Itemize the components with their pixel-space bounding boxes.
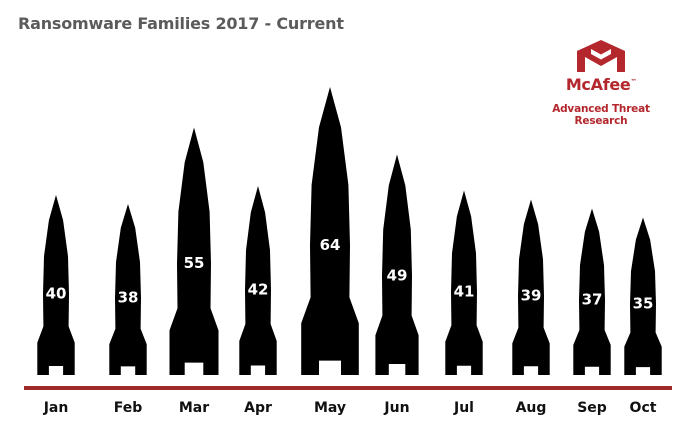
x-axis-labels: Jan Feb Mar Apr May Jun Jul Aug Sep Oct [43, 400, 657, 416]
rocket-bar-jan [37, 195, 75, 375]
x-label-may: May [314, 400, 346, 416]
value-label-feb: 38 [118, 289, 139, 307]
x-label-jun: Jun [383, 400, 409, 416]
rocket-bar-aug [512, 199, 550, 375]
mcafee-logo: McAfee™ Advanced Threat Research [526, 40, 676, 130]
x-label-jul: Jul [453, 400, 474, 416]
x-label-jan: Jan [43, 400, 69, 416]
x-label-sep: Sep [577, 400, 607, 416]
value-label-jul: 41 [454, 282, 475, 300]
x-label-aug: Aug [516, 400, 547, 416]
value-label-may: 64 [320, 236, 341, 254]
rocket-marks: 40 38 55 42 64 49 41 39 37 35 [37, 87, 662, 375]
x-label-mar: Mar [179, 400, 209, 416]
rocket-bar-jun [375, 154, 419, 375]
value-label-mar: 55 [184, 254, 205, 272]
rocket-bar-oct [624, 217, 662, 375]
logo-name: McAfee™ [556, 75, 646, 94]
value-label-jun: 49 [387, 266, 408, 284]
rocket-bar-sep [573, 208, 611, 375]
value-label-aug: 39 [521, 287, 542, 305]
mcafee-shield-logo-icon [577, 40, 625, 72]
rocket-bar-may [301, 87, 359, 375]
value-label-jan: 40 [46, 285, 67, 303]
rocket-bar-feb [109, 204, 147, 375]
value-label-sep: 37 [582, 291, 603, 309]
x-label-apr: Apr [244, 400, 272, 416]
x-label-feb: Feb [114, 400, 143, 416]
rocket-bar-jul [445, 190, 483, 375]
value-label-apr: 42 [248, 280, 269, 298]
value-label-oct: 35 [633, 295, 654, 313]
logo-trademark: ™ [630, 78, 637, 86]
logo-name-text: McAfee [565, 75, 631, 94]
rocket-bar-apr [239, 186, 277, 375]
logo-tagline: Advanced Threat Research [552, 103, 650, 127]
x-label-oct: Oct [630, 400, 657, 416]
chart-title: Ransomware Families 2017 - Current [18, 14, 344, 33]
rocket-bar-mar [169, 127, 219, 375]
